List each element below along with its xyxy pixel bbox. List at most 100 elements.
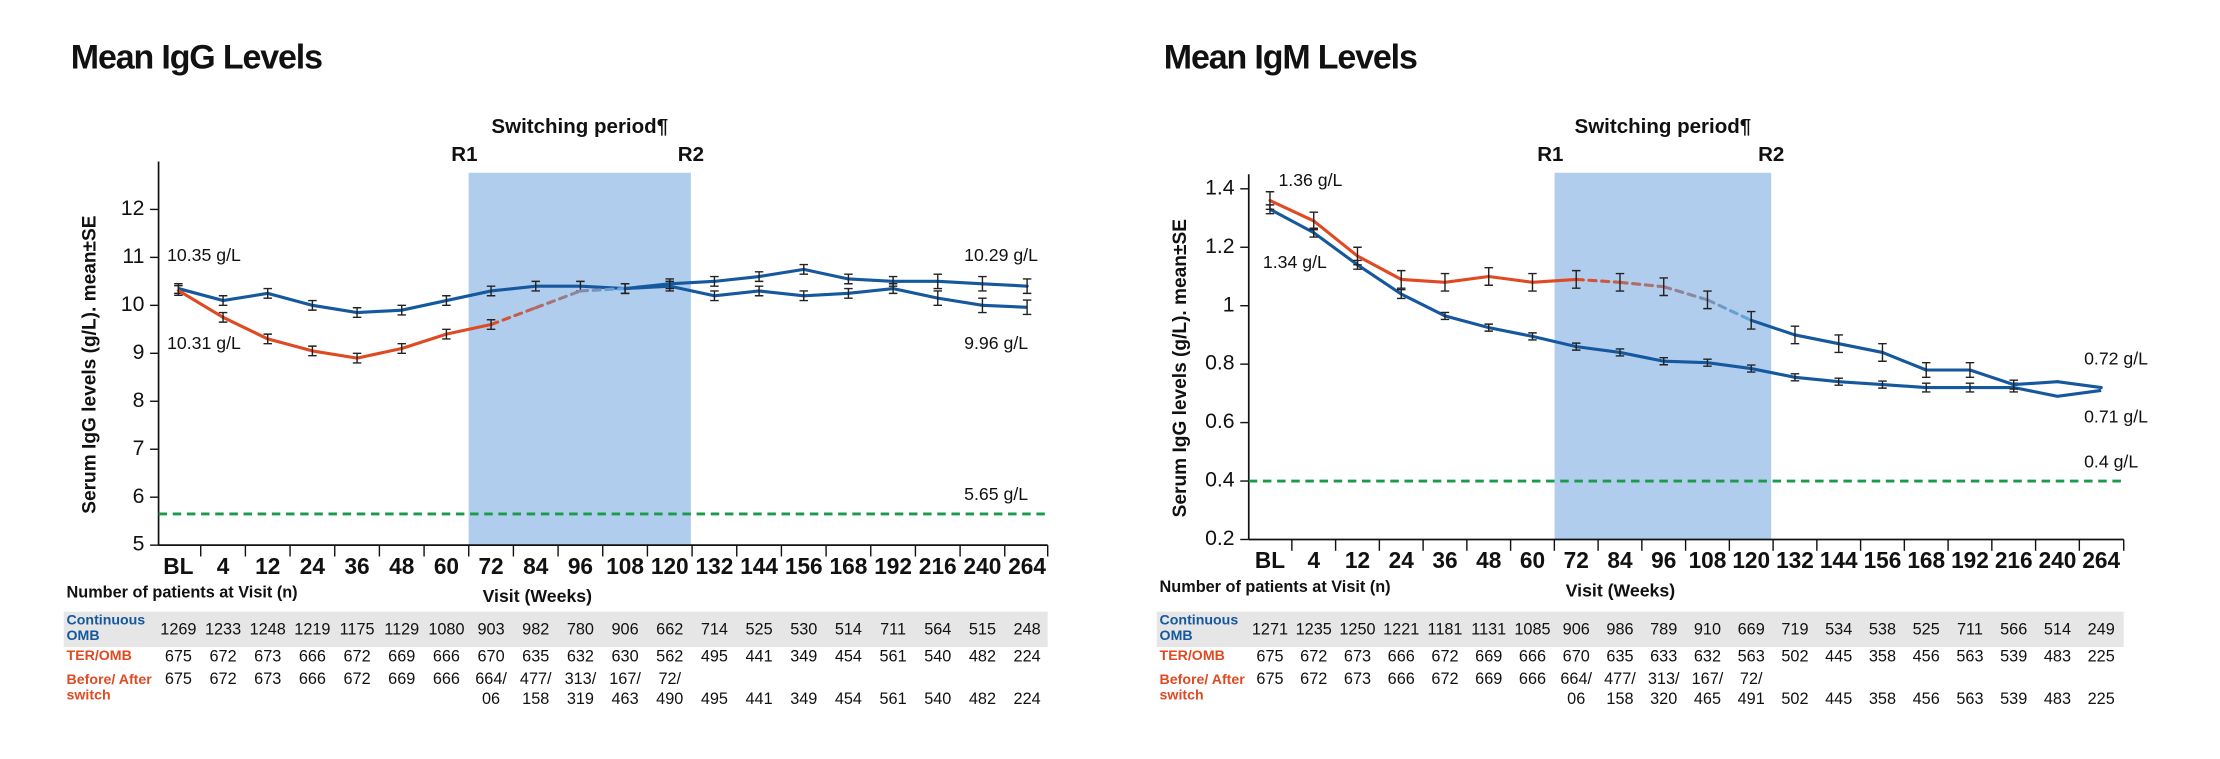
series-segment (489, 306, 538, 327)
x-tick-label: 12 (1345, 547, 1370, 573)
table-after: 224 (1014, 690, 1041, 708)
table-before: 672 (1431, 670, 1458, 688)
error-bar (397, 343, 406, 355)
table-value: 675 (1256, 647, 1283, 665)
y-tick-label: 0.4 (1205, 469, 1235, 492)
error-bar (486, 319, 496, 331)
table-before: 672 (209, 670, 236, 688)
annotation: 1.34 g/L (1263, 252, 1327, 272)
x-tick-label: 72 (1564, 547, 1589, 573)
table-after: 561 (880, 690, 907, 708)
table-before: 167/ (609, 670, 641, 688)
table-value: 224 (1014, 647, 1041, 665)
error-bar (174, 284, 183, 296)
series-segment (1487, 274, 1535, 284)
error-bar (754, 285, 764, 297)
series-segment (980, 282, 1029, 288)
y-tick-label: 6 (133, 485, 145, 508)
table-value: 711 (1957, 620, 1983, 638)
series-segment (176, 288, 225, 319)
x-tick-label: 168 (830, 553, 868, 579)
table-before: 664/ (1560, 670, 1592, 688)
x-tick-label: 216 (919, 553, 957, 579)
table-after: 491 (1738, 690, 1765, 708)
table-after: 456 (1913, 690, 1940, 708)
table-value: 525 (1913, 620, 1940, 638)
table-after: 540 (924, 690, 951, 708)
annotation: 10.35 g/L (167, 245, 241, 265)
error-bar (1396, 269, 1406, 289)
x-tick-label: 48 (389, 553, 414, 579)
series-segment (1618, 280, 1666, 289)
error-bar (1528, 272, 1537, 292)
table-before: 666 (1519, 670, 1546, 688)
error-bar (1659, 277, 1668, 297)
error-bar (1571, 269, 1581, 289)
x-tick-label: 4 (1307, 547, 1320, 573)
table-value: 670 (1563, 647, 1590, 665)
x-tick-label: 144 (740, 553, 778, 579)
table-value: 633 (1650, 647, 1677, 665)
table-value: 673 (254, 647, 281, 665)
error-bar (1022, 278, 1032, 295)
table-value: 445 (1825, 647, 1852, 665)
error-bar (1921, 361, 1931, 379)
table-before: 477/ (1604, 670, 1636, 688)
table-value: 249 (2088, 620, 2115, 638)
table-value: 456 (1913, 647, 1940, 665)
y-tick-label: 11 (122, 245, 144, 268)
error-bar (1878, 342, 1887, 362)
table-value: 1131 (1471, 620, 1506, 638)
x-tick-label: 132 (1776, 547, 1814, 573)
error-bar (1746, 310, 1756, 330)
table-value: 672 (209, 647, 236, 665)
error-bar (754, 271, 764, 283)
table-value: 675 (165, 647, 192, 665)
table-before: 669 (388, 670, 415, 688)
table-band (63, 611, 1048, 648)
table-before: 673 (1344, 670, 1371, 688)
y-tick-label: 0.8 (1205, 352, 1235, 375)
error-bar (1965, 361, 1975, 379)
x-tick-label: BL (163, 553, 193, 579)
table-value: 632 (567, 647, 594, 665)
table-before: 666 (1388, 670, 1415, 688)
table-value: 225 (2088, 647, 2115, 665)
error-bar (531, 280, 540, 292)
error-bar (1615, 272, 1625, 292)
row-label: Before/ After switch (66, 672, 152, 704)
switch-shade (1554, 172, 1772, 540)
table-after: 06 (482, 690, 500, 708)
error-bar (1746, 364, 1756, 373)
table-value: 515 (969, 620, 996, 638)
table-value: 666 (299, 647, 326, 665)
error-bar (799, 263, 809, 275)
error-bar (1396, 288, 1406, 300)
table-before: 672 (1300, 670, 1327, 688)
table-value: 672 (1300, 647, 1327, 665)
table-before: 664/ (475, 670, 507, 688)
annotation: 0.71 g/L (2084, 406, 2148, 426)
row-label-box: TER/OMB (1160, 649, 1225, 665)
table-value: 441 (746, 647, 773, 665)
x-tick-label: 240 (2039, 547, 2077, 573)
error-bar (218, 311, 228, 323)
table-band (1156, 611, 2124, 648)
switch-start: R1 (451, 143, 477, 166)
table-value: 635 (522, 647, 549, 665)
table-after: 06 (1567, 690, 1585, 708)
table-value: 525 (746, 620, 773, 638)
x-tick-label: 156 (1864, 547, 1902, 573)
switch-end: R2 (1758, 143, 1784, 166)
table-value: 1233 (205, 620, 241, 638)
series-segment (1968, 368, 2016, 387)
table-value: 906 (1563, 620, 1590, 638)
table-value: 672 (1431, 647, 1458, 665)
table-value: 780 (567, 620, 594, 638)
reference-label: 5.65 g/L (964, 484, 1028, 504)
row-label-box: Before/ After switch (1160, 673, 1245, 704)
error-bar (308, 345, 317, 357)
x-tick-label: 132 (696, 553, 734, 579)
error-bar (1528, 332, 1537, 341)
